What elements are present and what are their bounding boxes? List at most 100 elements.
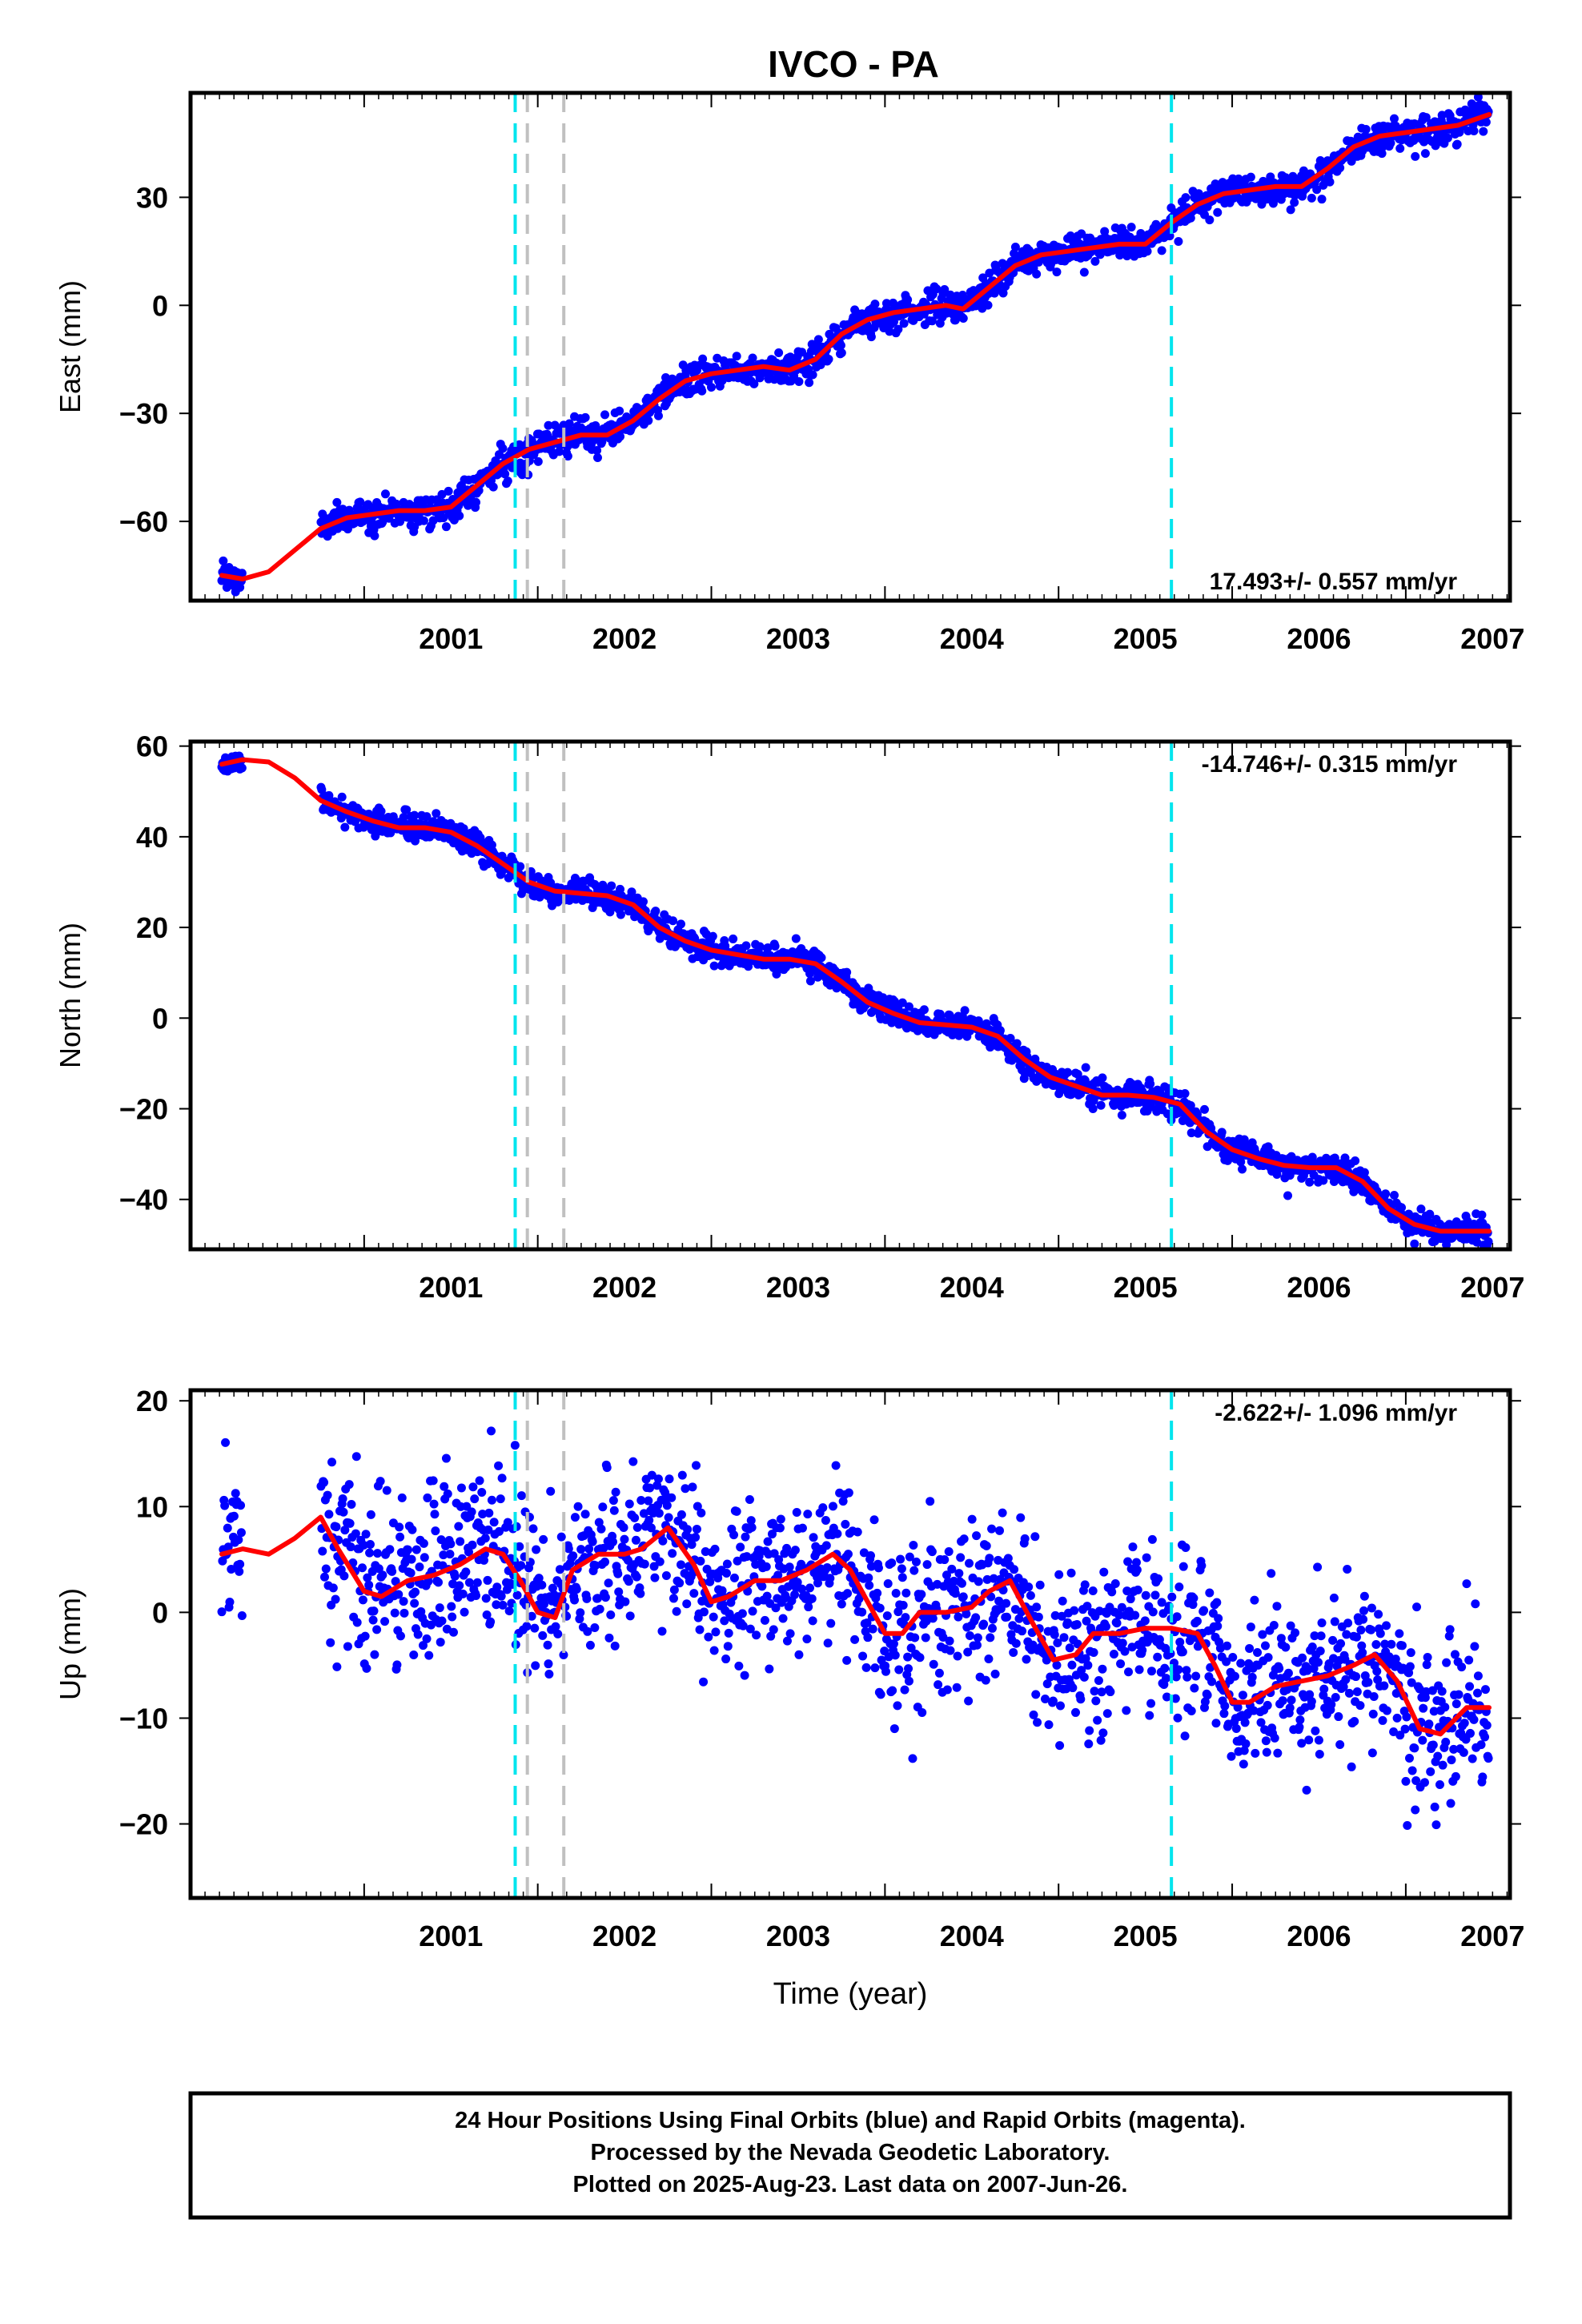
data-point	[785, 352, 795, 362]
data-point	[1186, 1128, 1196, 1138]
data-point	[1088, 1104, 1098, 1113]
data-point	[487, 1495, 496, 1505]
data-point	[699, 1607, 709, 1617]
data-point	[460, 1607, 469, 1617]
panel-1: 2001 2002 2003 2004 2005 2006 2007 −60 −30 0 30 Eas…	[54, 90, 1524, 655]
data-point	[843, 1550, 853, 1559]
data-point	[450, 1571, 460, 1581]
data-point	[667, 1493, 677, 1502]
data-point	[733, 1556, 742, 1566]
y-tick-label: 0	[152, 289, 168, 322]
data-point	[655, 1557, 665, 1566]
data-point	[456, 1537, 465, 1546]
data-point	[826, 1618, 836, 1628]
data-point	[689, 1589, 699, 1598]
data-point	[323, 1490, 332, 1500]
data-point	[861, 1663, 871, 1672]
data-point	[803, 1510, 813, 1519]
data-point	[650, 1573, 660, 1582]
data-point	[813, 335, 823, 344]
data-point	[710, 1544, 720, 1554]
data-point	[794, 1650, 804, 1659]
data-point	[364, 1580, 374, 1590]
data-point	[954, 1569, 964, 1578]
data-point	[729, 934, 738, 943]
data-point	[823, 1638, 833, 1648]
data-point	[1100, 227, 1110, 236]
data-point	[1307, 1152, 1317, 1162]
data-point	[602, 1463, 612, 1473]
data-point	[831, 1461, 841, 1470]
data-point	[692, 1461, 701, 1470]
data-point	[441, 522, 451, 532]
data-point	[954, 1612, 963, 1622]
data-point	[794, 376, 804, 386]
data-point	[917, 1707, 927, 1717]
data-point	[894, 1665, 904, 1675]
data-point	[982, 1541, 991, 1550]
data-point	[422, 812, 432, 822]
data-point	[1286, 205, 1295, 215]
data-point	[382, 1486, 391, 1495]
data-point	[365, 1539, 375, 1549]
data-point	[631, 1535, 640, 1545]
data-point	[376, 806, 386, 816]
data-point	[862, 1618, 872, 1627]
data-point	[533, 456, 543, 466]
data-point	[395, 1522, 404, 1532]
data-point	[408, 1525, 417, 1534]
data-point	[1022, 1655, 1031, 1664]
data-point	[1186, 1101, 1195, 1111]
data-point	[338, 1494, 347, 1503]
data-point	[372, 1625, 382, 1634]
data-point	[319, 1478, 329, 1487]
data-point	[757, 1582, 767, 1591]
data-point	[760, 1615, 769, 1625]
data-point	[605, 907, 615, 917]
data-point	[782, 1543, 792, 1553]
data-point	[1174, 236, 1183, 246]
data-point	[344, 1480, 354, 1490]
data-point	[412, 1545, 421, 1554]
data-point	[380, 489, 390, 499]
data-point	[994, 1596, 1004, 1606]
data-point	[1307, 193, 1316, 203]
data-point	[785, 1629, 795, 1638]
plot-frame	[188, 739, 1512, 1252]
data-point	[598, 1502, 608, 1512]
data-point	[351, 1529, 360, 1538]
data-point	[782, 1636, 792, 1646]
data-point	[792, 1508, 801, 1518]
y-tick-label: 20	[136, 1385, 168, 1417]
data-point	[1319, 1176, 1328, 1185]
data-point	[957, 1578, 966, 1588]
data-point	[833, 1529, 842, 1538]
data-point	[337, 792, 347, 802]
data-point	[616, 910, 625, 919]
data-point	[418, 1641, 428, 1651]
data-point	[708, 931, 717, 941]
data-point	[687, 1540, 697, 1550]
data-point	[775, 1523, 785, 1533]
data-point	[640, 1559, 649, 1569]
data-point	[771, 1603, 781, 1613]
data-point	[572, 1585, 581, 1594]
data-point	[396, 1631, 405, 1641]
data-point	[1411, 151, 1420, 161]
data-point	[486, 1617, 496, 1626]
data-point	[1469, 126, 1479, 135]
data-point	[339, 1507, 348, 1517]
data-point	[721, 1655, 731, 1664]
data-point	[472, 1578, 482, 1587]
data-point	[391, 1577, 400, 1586]
data-point	[1359, 1168, 1369, 1177]
data-point	[400, 1608, 409, 1618]
data-point	[677, 1470, 687, 1480]
data-point	[1452, 139, 1462, 149]
data-point	[544, 1659, 553, 1669]
data-point	[850, 1634, 860, 1644]
data-point	[1351, 1156, 1360, 1166]
data-point	[1002, 1598, 1011, 1608]
data-point	[889, 1724, 899, 1734]
data-point	[1246, 172, 1255, 182]
